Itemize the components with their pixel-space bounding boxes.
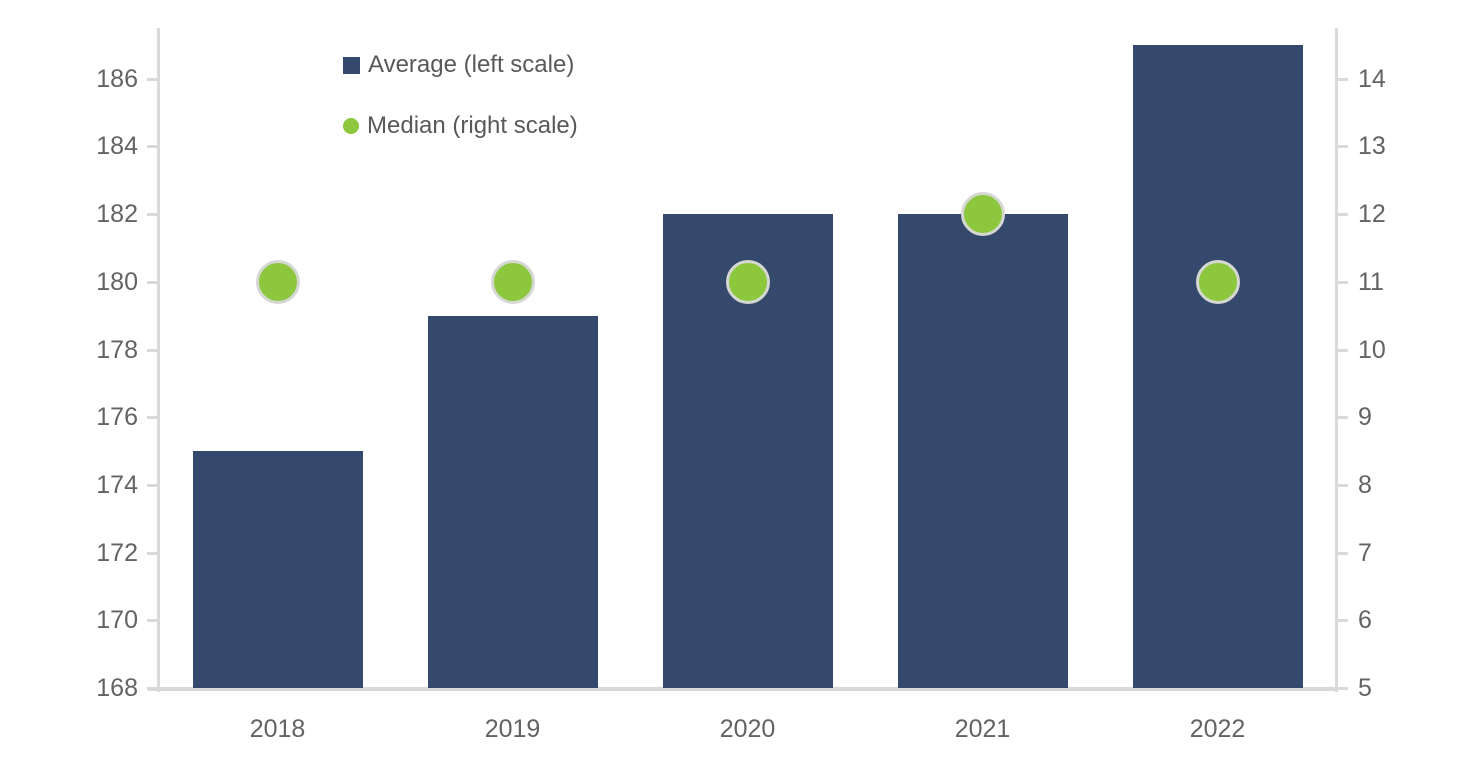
left-axis-tick bbox=[147, 619, 157, 623]
left-axis-tick bbox=[147, 77, 157, 81]
x-axis-label-2021: 2021 bbox=[954, 715, 1011, 743]
x-axis-label-2018: 2018 bbox=[249, 715, 306, 743]
legend-item-average: Average (left scale) bbox=[343, 51, 578, 78]
left-axis-tick bbox=[147, 551, 157, 555]
left-axis-tick-label: 168 bbox=[96, 674, 138, 702]
right-axis-tick bbox=[1338, 145, 1348, 149]
right-axis-tick-label: 5 bbox=[1358, 674, 1372, 702]
left-axis-tick bbox=[147, 145, 157, 149]
left-axis-tick bbox=[147, 483, 157, 487]
left-axis-tick bbox=[147, 213, 157, 217]
median-legend-label: Median (right scale) bbox=[367, 112, 578, 139]
average-legend-label: Average (left scale) bbox=[368, 51, 575, 78]
right-axis-tick-label: 6 bbox=[1358, 606, 1372, 635]
left-axis-tick bbox=[147, 416, 157, 420]
left-axis-tick-label: 170 bbox=[96, 606, 138, 635]
average-legend-square-icon bbox=[343, 56, 360, 74]
x-axis-line bbox=[148, 687, 1338, 691]
right-axis-tick-label: 7 bbox=[1358, 538, 1372, 567]
bar-2018 bbox=[192, 451, 363, 688]
median-dot-2018 bbox=[255, 259, 300, 304]
left-axis-tick bbox=[147, 280, 157, 284]
left-axis-tick-label: 174 bbox=[96, 470, 138, 499]
median-dot-2019 bbox=[490, 259, 535, 304]
left-axis-tick-label: 172 bbox=[96, 538, 138, 567]
x-axis-label-2020: 2020 bbox=[719, 715, 776, 743]
right-axis-tick bbox=[1338, 348, 1348, 352]
left-axis-line bbox=[157, 28, 160, 692]
right-axis-tick bbox=[1338, 619, 1348, 623]
left-axis-tick-label: 184 bbox=[96, 132, 138, 161]
right-axis-tick-label: 14 bbox=[1358, 64, 1386, 93]
right-axis-tick bbox=[1338, 416, 1348, 420]
right-axis-tick-label: 11 bbox=[1358, 267, 1384, 296]
left-axis-tick bbox=[147, 348, 157, 352]
right-axis-tick bbox=[1338, 551, 1348, 555]
right-axis-line bbox=[1335, 28, 1338, 692]
left-axis-tick-label: 178 bbox=[96, 335, 138, 364]
bar-2022 bbox=[1132, 44, 1303, 688]
left-axis-tick-label: 182 bbox=[96, 200, 138, 229]
legend: Average (left scale) Median (right scale… bbox=[343, 51, 578, 174]
right-axis-tick-label: 12 bbox=[1358, 200, 1386, 229]
bar-2021 bbox=[897, 214, 1068, 688]
right-axis-tick bbox=[1338, 77, 1348, 81]
right-axis-tick-label: 9 bbox=[1358, 403, 1372, 432]
median-dot-2021 bbox=[960, 192, 1005, 237]
right-axis-tick bbox=[1338, 687, 1348, 690]
x-axis-label-2019: 2019 bbox=[484, 715, 541, 743]
right-axis-tick-label: 10 bbox=[1358, 335, 1386, 364]
right-axis-tick bbox=[1338, 213, 1348, 217]
median-legend-circle-icon bbox=[343, 118, 359, 134]
right-axis-tick-label: 8 bbox=[1358, 470, 1372, 499]
left-axis-tick-label: 176 bbox=[96, 403, 138, 432]
x-axis-label-2022: 2022 bbox=[1189, 715, 1246, 743]
right-axis-tick bbox=[1338, 483, 1348, 487]
bar-2019 bbox=[427, 315, 598, 688]
left-axis-tick-label: 186 bbox=[96, 64, 138, 93]
right-axis-tick-label: 13 bbox=[1358, 132, 1386, 161]
legend-item-median: Median (right scale) bbox=[343, 112, 578, 139]
median-dot-2022 bbox=[1195, 259, 1240, 304]
right-axis-tick bbox=[1338, 280, 1348, 284]
left-axis-tick bbox=[147, 687, 157, 690]
median-dot-2020 bbox=[725, 259, 770, 304]
left-axis-tick-label: 180 bbox=[96, 267, 138, 296]
